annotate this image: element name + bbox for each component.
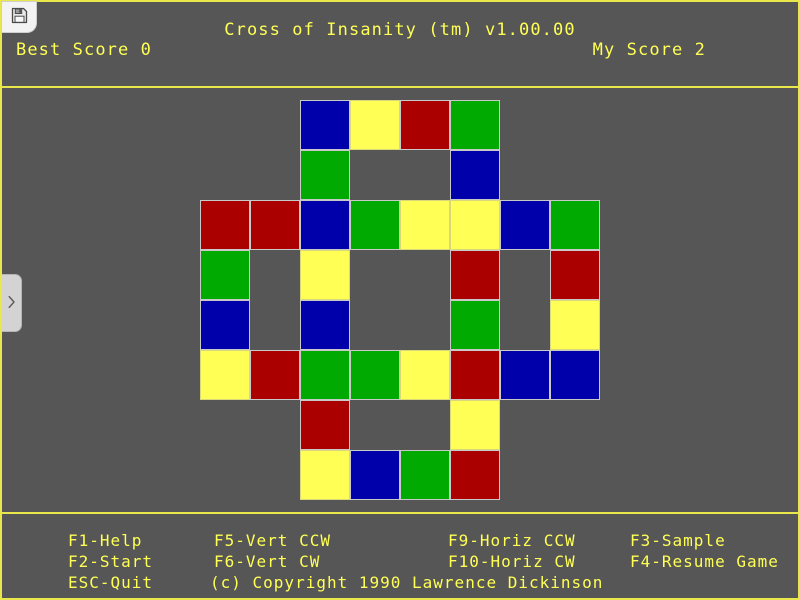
board-empty-cell (550, 100, 600, 150)
board-tile[interactable] (400, 100, 450, 150)
board-tile[interactable] (350, 200, 400, 250)
board-tile[interactable] (300, 300, 350, 350)
board-tile[interactable] (400, 450, 450, 500)
board-tile[interactable] (450, 100, 500, 150)
board-tile[interactable] (550, 300, 600, 350)
header-bar: Cross of Insanity (tm) v1.00.00 Best Sco… (2, 2, 798, 88)
key-hint-f4[interactable]: F4-Resume Game (630, 552, 779, 571)
board-empty-cell (350, 150, 400, 200)
key-hint-f1[interactable]: F1-Help (68, 531, 143, 550)
key-hint-esc[interactable]: ESC-Quit (68, 573, 154, 592)
board-tile[interactable] (450, 200, 500, 250)
key-hint-f10[interactable]: F10-Horiz CW (448, 552, 576, 571)
board-tile[interactable] (450, 350, 500, 400)
board-area (2, 88, 798, 512)
board-empty-cell (250, 400, 300, 450)
board-tile[interactable] (550, 200, 600, 250)
game-board[interactable] (200, 100, 600, 500)
best-score-label: Best Score 0 (16, 40, 153, 60)
help-bar: F1-Help F2-Start ESC-Quit F5-Vert CCW F6… (2, 512, 798, 598)
floppy-disk-save-icon (11, 7, 28, 28)
my-score-label: My Score 2 (592, 40, 706, 60)
board-empty-cell (500, 250, 550, 300)
board-tile[interactable] (400, 350, 450, 400)
board-tile[interactable] (300, 250, 350, 300)
key-hint-f2[interactable]: F2-Start (68, 552, 154, 571)
board-tile[interactable] (550, 250, 600, 300)
board-tile[interactable] (450, 450, 500, 500)
board-empty-cell (500, 400, 550, 450)
board-tile[interactable] (450, 250, 500, 300)
board-empty-cell (550, 400, 600, 450)
board-empty-cell (400, 400, 450, 450)
save-button[interactable] (2, 2, 36, 32)
board-tile[interactable] (250, 350, 300, 400)
board-empty-cell (200, 400, 250, 450)
board-empty-cell (500, 300, 550, 350)
board-empty-cell (200, 450, 250, 500)
board-empty-cell (350, 400, 400, 450)
board-tile[interactable] (300, 100, 350, 150)
board-empty-cell (500, 450, 550, 500)
board-empty-cell (550, 450, 600, 500)
board-tile[interactable] (350, 100, 400, 150)
board-empty-cell (250, 100, 300, 150)
board-empty-cell (400, 250, 450, 300)
board-empty-cell (250, 250, 300, 300)
board-empty-cell (350, 300, 400, 350)
board-tile[interactable] (450, 150, 500, 200)
copyright-notice: (c) Copyright 1990 Lawrence Dickinson (210, 573, 604, 592)
board-tile[interactable] (200, 300, 250, 350)
key-hint-f3[interactable]: F3-Sample (630, 531, 726, 550)
board-tile[interactable] (250, 200, 300, 250)
page-title: Cross of Insanity (tm) v1.00.00 (224, 20, 576, 40)
key-hint-f5[interactable]: F5-Vert CCW (214, 531, 331, 550)
board-tile[interactable] (200, 200, 250, 250)
sidebar-expand-button[interactable] (2, 274, 22, 332)
key-hint-f9[interactable]: F9-Horiz CCW (448, 531, 576, 550)
board-tile[interactable] (550, 350, 600, 400)
board-empty-cell (250, 150, 300, 200)
board-empty-cell (550, 150, 600, 200)
board-tile[interactable] (450, 400, 500, 450)
board-tile[interactable] (200, 350, 250, 400)
board-tile[interactable] (400, 200, 450, 250)
board-empty-cell (500, 150, 550, 200)
chevron-right-icon (7, 294, 16, 313)
board-tile[interactable] (300, 400, 350, 450)
board-empty-cell (400, 300, 450, 350)
key-hint-f6[interactable]: F6-Vert CW (214, 552, 321, 571)
board-empty-cell (200, 100, 250, 150)
board-empty-cell (250, 450, 300, 500)
board-empty-cell (200, 150, 250, 200)
board-tile[interactable] (350, 350, 400, 400)
board-tile[interactable] (500, 350, 550, 400)
board-empty-cell (250, 300, 300, 350)
board-tile[interactable] (450, 300, 500, 350)
board-empty-cell (350, 250, 400, 300)
board-empty-cell (400, 150, 450, 200)
board-tile[interactable] (300, 200, 350, 250)
board-empty-cell (500, 100, 550, 150)
board-tile[interactable] (300, 450, 350, 500)
board-tile[interactable] (300, 350, 350, 400)
board-tile[interactable] (300, 150, 350, 200)
board-tile[interactable] (350, 450, 400, 500)
board-tile[interactable] (200, 250, 250, 300)
board-tile[interactable] (500, 200, 550, 250)
